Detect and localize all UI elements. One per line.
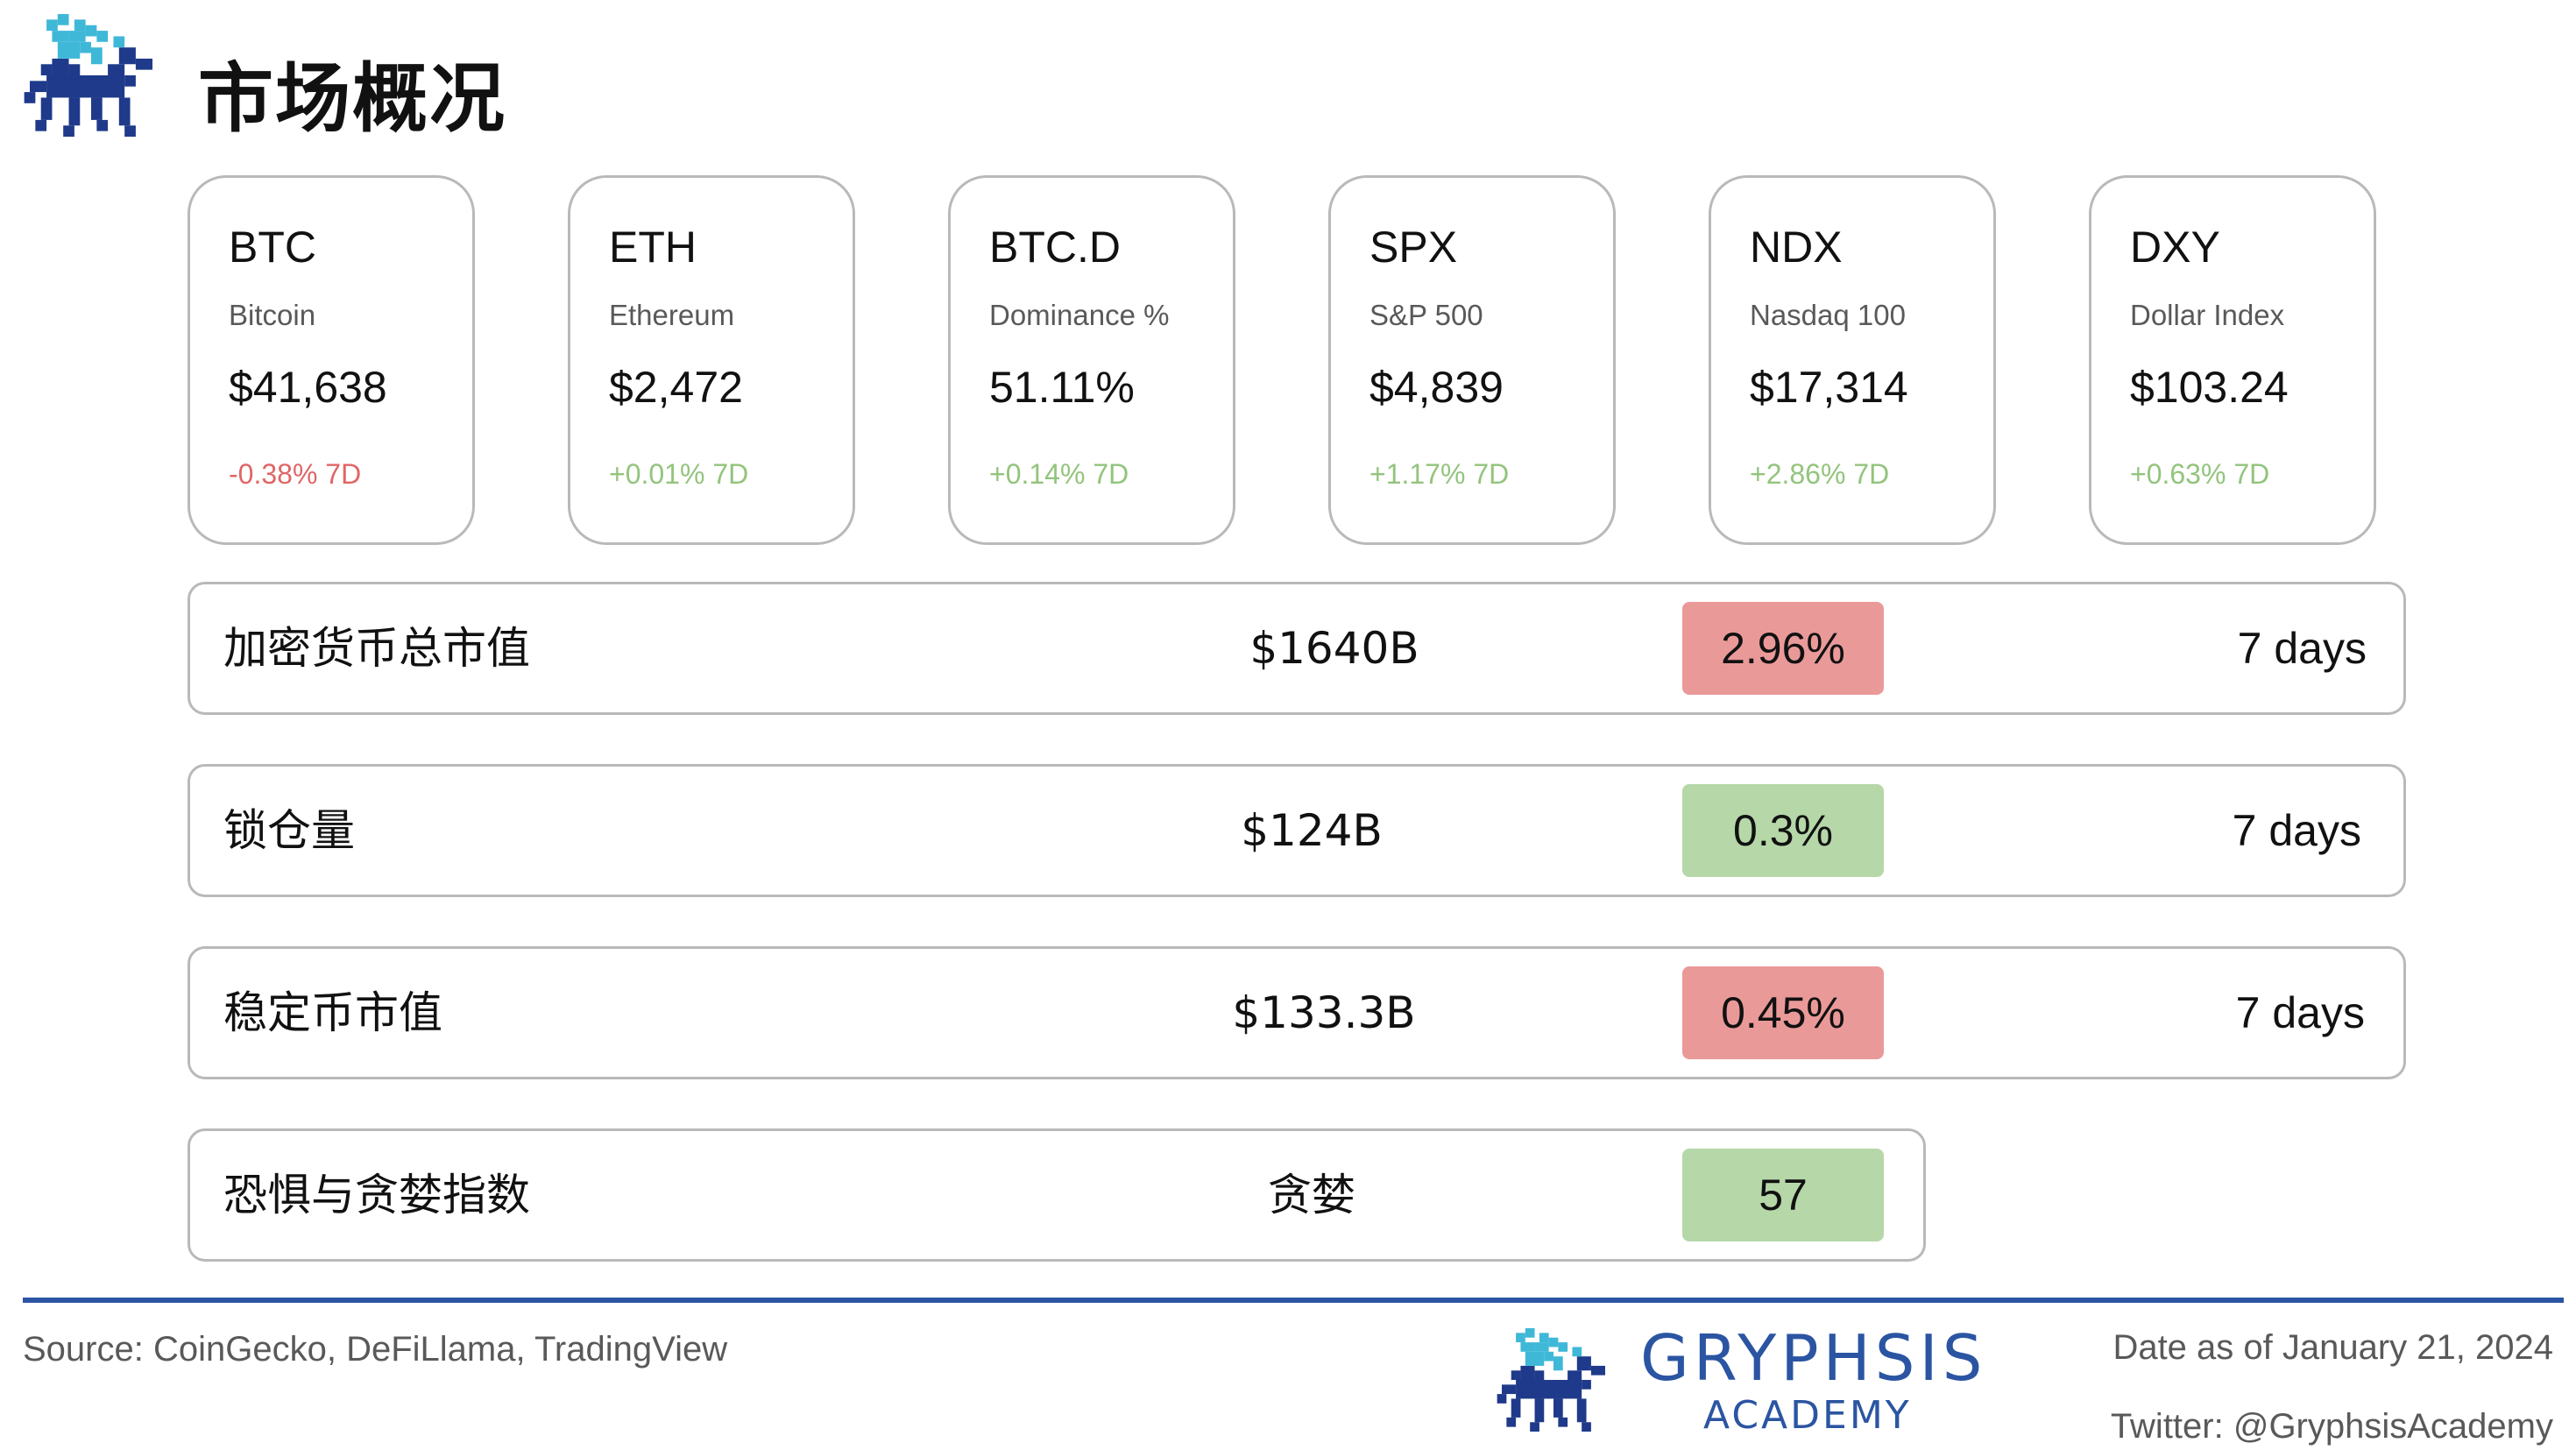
card-change: +0.01% 7D	[609, 458, 749, 490]
asset-card-dxy: DXY Dollar Index $103.24 +0.63% 7D	[2089, 175, 2376, 545]
metric-value: $1640B	[1249, 623, 1419, 674]
asset-card-eth: ETH Ethereum $2,472 +0.01% 7D	[568, 175, 855, 545]
card-change: +0.14% 7D	[989, 458, 1129, 490]
card-name: Bitcoin	[229, 299, 316, 331]
metric-label: 锁仓量	[223, 805, 355, 856]
gryphon-logo-icon	[1497, 1328, 1605, 1432]
metric-value: 贪婪	[1268, 1170, 1355, 1220]
card-price: 51.11%	[989, 363, 1135, 412]
card-symbol: SPX	[1369, 223, 1458, 272]
metric-label: 稳定币市值	[223, 987, 442, 1038]
card-price: $4,839	[1369, 363, 1504, 412]
metric-label: 加密货币总市值	[223, 623, 530, 674]
asset-card-ndx: NDX Nasdaq 100 $17,314 +2.86% 7D	[1709, 175, 1996, 545]
metric-period: 7 days	[2232, 806, 2361, 855]
card-name: Dominance %	[989, 299, 1170, 331]
card-symbol: ETH	[609, 223, 697, 272]
card-name: Dollar Index	[2130, 299, 2285, 331]
footer-date: Date as of January 21, 2024	[2112, 1328, 2553, 1367]
metric-row-total-market-cap: 加密货币总市值 $1640B 2.96% 7 days	[188, 582, 2406, 715]
metric-period: 7 days	[2235, 988, 2365, 1037]
card-price: $103.24	[2130, 363, 2289, 412]
metric-row-fear-greed: 恐惧与贪婪指数 贪婪 57	[188, 1128, 1926, 1262]
footer-divider	[23, 1298, 2564, 1303]
metric-row-stablecoin-cap: 稳定币市值 $133.3B 0.45% 7 days	[188, 946, 2406, 1079]
metric-label: 恐惧与贪婪指数	[223, 1170, 530, 1220]
card-name: Ethereum	[609, 299, 735, 331]
card-price: $2,472	[609, 363, 743, 412]
gryphon-logo-icon	[24, 14, 152, 137]
metric-period: 7 days	[2237, 624, 2367, 673]
asset-card-btc-dominance: BTC.D Dominance % 51.11% +0.14% 7D	[948, 175, 1235, 545]
metric-change-badge: 0.45%	[1682, 966, 1884, 1059]
card-change: +2.86% 7D	[1750, 458, 1890, 490]
asset-card-spx: SPX S&P 500 $4,839 +1.17% 7D	[1328, 175, 1616, 545]
brand-name: GRYPHSIS	[1640, 1321, 1987, 1395]
card-change: +0.63% 7D	[2130, 458, 2270, 490]
footer-source: Source: CoinGecko, DeFiLlama, TradingVie…	[23, 1330, 728, 1369]
metric-row-tvl: 锁仓量 $124B 0.3% 7 days	[188, 764, 2406, 897]
brand-subtitle: ACADEMY	[1703, 1393, 1912, 1438]
card-symbol: DXY	[2130, 223, 2220, 272]
asset-card-btc: BTC Bitcoin $41,638 -0.38% 7D	[188, 175, 475, 545]
card-change: +1.17% 7D	[1369, 458, 1510, 490]
page-title: 市场概况	[198, 55, 506, 143]
card-symbol: BTC	[229, 223, 316, 272]
metric-change-badge: 57	[1682, 1149, 1884, 1241]
metric-change-badge: 0.3%	[1682, 784, 1884, 877]
card-name: S&P 500	[1369, 299, 1483, 331]
card-price: $41,638	[229, 363, 387, 412]
metric-value: $133.3B	[1232, 987, 1416, 1038]
card-price: $17,314	[1750, 363, 1908, 412]
card-name: Nasdaq 100	[1750, 299, 1906, 331]
footer-twitter: Twitter: @GryphsisAcademy	[2110, 1407, 2553, 1446]
card-symbol: BTC.D	[989, 223, 1121, 272]
metric-change-badge: 2.96%	[1682, 602, 1884, 695]
metric-value: $124B	[1241, 805, 1383, 856]
card-change: -0.38% 7D	[229, 458, 362, 490]
card-symbol: NDX	[1750, 223, 1843, 272]
